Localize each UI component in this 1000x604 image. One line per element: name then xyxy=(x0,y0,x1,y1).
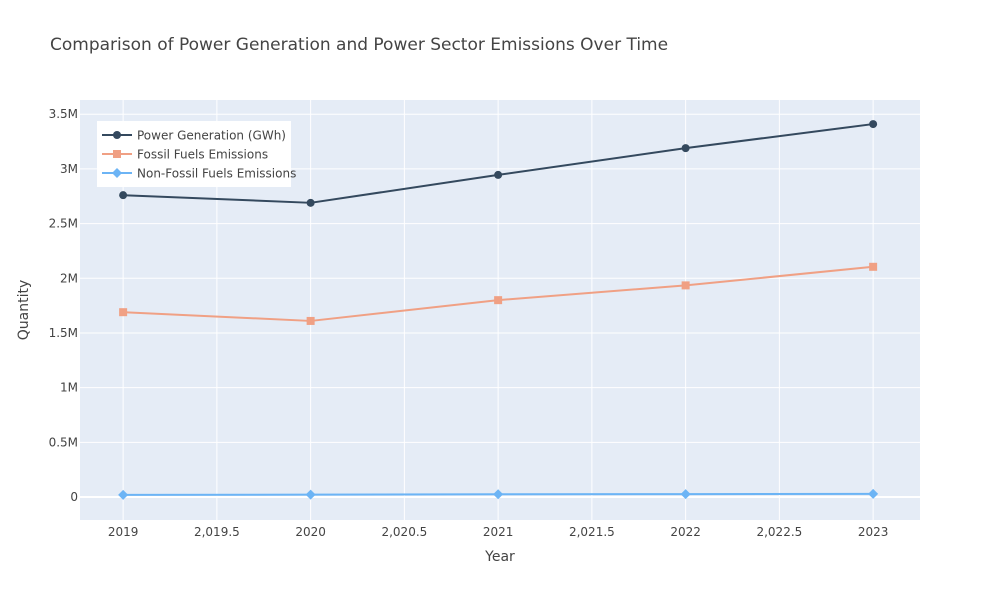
y-tick-label: 1.5M xyxy=(49,326,78,340)
x-axis-label: Year xyxy=(484,549,515,565)
gridlines xyxy=(80,100,920,520)
y-axis-ticks: 0 0.5M 1M 1.5M 2M 2.5M 3M 3.5M xyxy=(49,107,78,504)
legend-item-non-fossil-fuels[interactable]: Non-Fossil Fuels Emissions xyxy=(102,167,296,181)
data-point-non-fossil-fuels-emissions xyxy=(305,489,316,500)
series-power-generation-gwh xyxy=(119,120,878,207)
x-tick-label: 2,020.5 xyxy=(381,525,427,539)
legend-marker-circle xyxy=(113,131,121,139)
y-tick-label: 1M xyxy=(60,381,78,395)
data-point-power-generation-gwh xyxy=(306,198,315,207)
data-point-non-fossil-fuels-emissions xyxy=(493,489,504,500)
series-layer xyxy=(118,120,879,500)
series-non-fossil-fuels-emissions xyxy=(118,488,879,500)
data-point-fossil-fuels-emissions xyxy=(119,308,128,317)
legend-label-non-fossil-fuels: Non-Fossil Fuels Emissions xyxy=(137,167,296,181)
data-point-power-generation-gwh xyxy=(494,170,503,179)
y-tick-label: 0.5M xyxy=(49,435,78,449)
x-tick-label: 2022 xyxy=(670,525,701,539)
data-point-non-fossil-fuels-emissions xyxy=(118,489,129,500)
data-point-power-generation-gwh xyxy=(119,191,128,200)
x-tick-label: 2023 xyxy=(858,525,889,539)
x-tick-label: 2,022.5 xyxy=(756,525,802,539)
x-tick-label: 2,021.5 xyxy=(569,525,615,539)
data-point-non-fossil-fuels-emissions xyxy=(680,489,691,500)
x-tick-label: 2021 xyxy=(483,525,514,539)
data-point-fossil-fuels-emissions xyxy=(869,262,878,271)
legend-marker-square xyxy=(113,150,121,158)
y-tick-label: 0 xyxy=(70,490,78,504)
data-point-power-generation-gwh xyxy=(869,120,878,129)
legend-item-fossil-fuels[interactable]: Fossil Fuels Emissions xyxy=(102,148,268,162)
chart-title: Comparison of Power Generation and Power… xyxy=(50,35,668,55)
legend-label-power-generation: Power Generation (GWh) xyxy=(137,129,286,143)
data-point-fossil-fuels-emissions xyxy=(681,281,690,290)
y-tick-label: 2.5M xyxy=(49,217,78,231)
y-tick-label: 3M xyxy=(60,162,78,176)
data-point-non-fossil-fuels-emissions xyxy=(868,488,879,499)
y-axis-label: Quantity xyxy=(16,280,32,341)
x-tick-label: 2019 xyxy=(108,525,139,539)
legend[interactable]: Power Generation (GWh) Fossil Fuels Emis… xyxy=(97,121,296,187)
legend-label-fossil-fuels: Fossil Fuels Emissions xyxy=(137,148,268,162)
data-point-power-generation-gwh xyxy=(681,144,690,153)
legend-marker-diamond xyxy=(112,168,122,178)
data-point-fossil-fuels-emissions xyxy=(306,316,315,325)
legend-item-power-generation[interactable]: Power Generation (GWh) xyxy=(102,129,286,143)
x-tick-label: 2,019.5 xyxy=(194,525,240,539)
x-axis-ticks: 2019 2,019.5 2020 2,020.5 2021 2,021.5 2022 2,0… xyxy=(108,525,889,539)
y-tick-label: 2M xyxy=(60,271,78,285)
series-fossil-fuels-emissions xyxy=(119,262,878,325)
x-tick-label: 2020 xyxy=(295,525,326,539)
data-point-fossil-fuels-emissions xyxy=(494,296,503,305)
y-tick-label: 3.5M xyxy=(49,107,78,121)
